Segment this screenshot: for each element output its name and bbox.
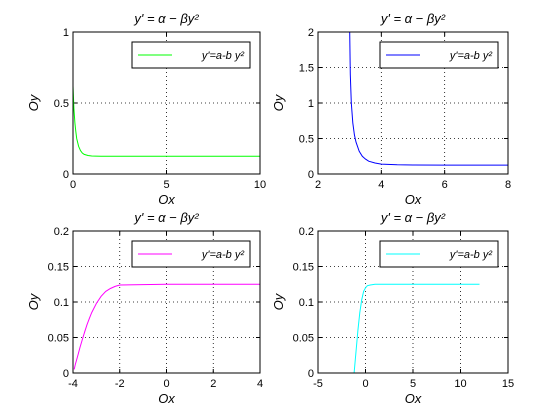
y-tick-label: 0.2 [299, 226, 314, 238]
x-tick-label: -4 [68, 378, 78, 390]
y-tick-label: 2 [308, 27, 314, 39]
y-axis-label: Oy [26, 93, 41, 111]
x-tick-label: 4 [257, 378, 263, 390]
y-tick-label: 0 [63, 368, 69, 380]
x-tick-label: 5 [410, 378, 416, 390]
series-line [72, 85, 260, 157]
x-axis-label: Ox [158, 192, 175, 207]
axes-frame [72, 230, 261, 374]
legend-label: y'=a-b y² [201, 50, 244, 62]
x-tick-label: 6 [442, 179, 448, 191]
x-tick-label: -5 [313, 378, 323, 390]
y-tick-label: 0 [308, 169, 314, 181]
y-axis-label: Oy [271, 93, 286, 111]
y-tick-label: 0.15 [48, 262, 69, 274]
legend-label: y'=a-b y² [449, 249, 492, 261]
y-axis-label: Oy [271, 292, 286, 310]
y-tick-label: 0 [308, 368, 314, 380]
x-tick-label: 0 [70, 179, 76, 191]
y-tick-label: 0.5 [299, 134, 314, 146]
chart-title: y' = α − βy² [380, 210, 446, 225]
y-tick-label: 0.2 [54, 226, 69, 238]
y-tick-label: 0.05 [293, 333, 314, 345]
chart-title: y' = α − βy² [380, 11, 446, 26]
x-tick-label: 5 [163, 179, 169, 191]
y-tick-label: 0.1 [299, 297, 314, 309]
x-axis-label: Ox [405, 192, 422, 207]
y-tick-label: 0 [63, 169, 69, 181]
legend-label: y'=a-b y² [201, 249, 244, 261]
y-tick-label: 0.15 [293, 262, 314, 274]
y-tick-label: 0.5 [54, 98, 69, 110]
x-tick-label: 0 [362, 378, 368, 390]
x-tick-label: 10 [254, 179, 266, 191]
y-tick-label: 0.05 [48, 333, 69, 345]
legend-label: y'=a-b y² [449, 50, 492, 62]
x-tick-label: 2 [210, 378, 216, 390]
y-tick-label: 0.1 [54, 297, 69, 309]
x-tick-label: 0 [163, 378, 169, 390]
legend: y'=a-b y² [131, 41, 251, 69]
subplot-3: -4 -2 0 2 4 0 0.05 0.1 0.15 0.2 y'=a-b y² y' = α − … [26, 210, 263, 406]
legend-box [379, 240, 499, 268]
x-tick-label: 15 [502, 378, 514, 390]
chart-title: y' = α − βy² [133, 11, 199, 26]
subplot-2: 2 4 6 8 0 0.5 1 1.5 2 y'=a-b y² y' = α − βy² Ox Oy [271, 11, 511, 207]
legend: y'=a-b y² [379, 240, 499, 268]
x-tick-label: 2 [315, 179, 321, 191]
legend: y'=a-b y² [379, 41, 499, 69]
legend: y'=a-b y² [131, 240, 251, 268]
y-tick-label: 1 [308, 98, 314, 110]
y-axis-label: Oy [26, 292, 41, 310]
axes-frame [317, 230, 509, 374]
y-tick-label: 1 [63, 27, 69, 39]
y-tick-label: 1.5 [299, 63, 314, 75]
series-line [353, 283, 480, 374]
x-axis-label: Ox [158, 391, 175, 406]
x-tick-label: 10 [454, 378, 466, 390]
axes-frame [72, 31, 261, 175]
axes-frame [317, 31, 509, 175]
x-tick-label: 4 [378, 179, 384, 191]
chart-title: y' = α − βy² [133, 210, 199, 225]
x-tick-label: 8 [505, 179, 511, 191]
subplot-1: 0 5 10 0 0.5 1 y'=a-b y² y' = α − βy² Ox Oy [26, 11, 266, 207]
series-line [73, 283, 260, 370]
series-line [349, 31, 508, 166]
x-tick-label: -2 [115, 378, 125, 390]
x-axis-label: Ox [405, 391, 422, 406]
